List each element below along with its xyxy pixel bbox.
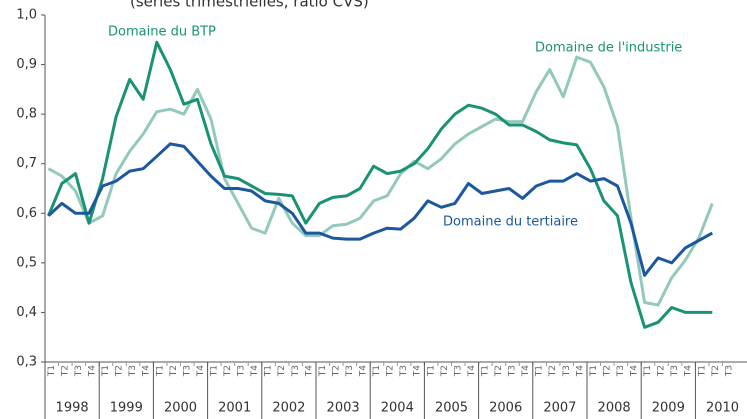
year-label: 2000: [164, 401, 197, 416]
year-label: 2001: [218, 401, 251, 416]
year-label: 1999: [110, 401, 143, 416]
x-tick-label: T1: [480, 365, 490, 377]
x-tick-label: T1: [589, 365, 599, 377]
year-label: 2006: [489, 401, 522, 416]
y-tick-label: 1,0: [16, 8, 37, 23]
series-line: [47, 142, 714, 277]
x-tick-label: T3: [562, 365, 572, 377]
x-tick-label: T3: [453, 365, 463, 377]
x-tick-label: T1: [372, 365, 382, 377]
y-tick-label: 0,6: [16, 206, 37, 221]
y-tick-label: 0,4: [16, 305, 37, 320]
x-tick-label: T2: [440, 365, 450, 377]
x-tick-label: T4: [359, 365, 369, 377]
chart-subtitle: (séries trimestrielles, ratio CVS): [130, 0, 369, 11]
x-tick-label: T3: [399, 365, 409, 377]
year-label: 2002: [272, 401, 305, 416]
series-line: [47, 40, 713, 329]
x-tick-label: T2: [331, 365, 341, 377]
x-tick-label: T3: [291, 365, 301, 377]
y-tick-label: 0,3: [16, 355, 37, 370]
x-tick-label: T1: [155, 365, 165, 377]
year-label: 2004: [381, 401, 414, 416]
y-tick-label: 0,7: [16, 156, 37, 171]
x-tick-label: T2: [115, 365, 125, 377]
x-tick-label: T2: [494, 365, 504, 377]
x-tick-label: T1: [101, 365, 111, 377]
x-tick-label: T4: [575, 365, 585, 377]
year-label: 2005: [435, 401, 468, 416]
x-tick-label: T4: [304, 365, 314, 377]
x-tick-label: T4: [413, 365, 423, 377]
x-tick-label: T3: [237, 365, 247, 377]
series-line: [47, 55, 714, 307]
year-label: 2009: [652, 401, 685, 416]
x-tick-label: T3: [616, 365, 626, 377]
x-tick-label: T4: [630, 365, 640, 377]
x-tick-label: T4: [196, 365, 206, 377]
x-tick-label: T3: [182, 365, 192, 377]
x-tick-label: T1: [643, 365, 653, 377]
x-tick-label: T2: [657, 365, 667, 377]
x-tick-label: T1: [318, 365, 328, 377]
x-tick-label: T2: [548, 365, 558, 377]
x-tick-label: T3: [508, 365, 518, 377]
x-tick-label: T3: [345, 365, 355, 377]
x-tick-label: T1: [535, 365, 545, 377]
x-tick-label: T1: [264, 365, 274, 377]
x-tick-label: T4: [467, 365, 477, 377]
x-tick-label: T1: [426, 365, 436, 377]
x-tick-label: T1: [209, 365, 219, 377]
x-tick-label: T4: [142, 365, 152, 377]
year-label: 2008: [598, 401, 631, 416]
series-label: Domaine du tertiaire: [443, 215, 578, 230]
x-tick-label: T3: [128, 365, 138, 377]
y-tick-label: 0,9: [16, 57, 37, 72]
x-tick-label: T4: [684, 365, 694, 377]
x-tick-label: T4: [250, 365, 260, 377]
x-tick-label: T3: [724, 365, 734, 377]
x-tick-label: T1: [47, 365, 57, 377]
x-tick-label: T2: [386, 365, 396, 377]
x-tick-label: T4: [521, 365, 531, 377]
x-tick-label: T2: [602, 365, 612, 377]
x-tick-label: T2: [711, 365, 721, 377]
y-tick-label: 0,5: [16, 255, 37, 270]
x-tick-label: T1: [697, 365, 707, 377]
x-tick-label: T2: [277, 365, 287, 377]
x-tick-label: T4: [88, 365, 98, 377]
year-label: 2010: [706, 401, 739, 416]
x-tick-label: T2: [223, 365, 233, 377]
year-label: 2003: [327, 401, 360, 416]
series-label: Domaine du BTP: [108, 25, 216, 40]
year-label: 2007: [543, 401, 576, 416]
y-tick-label: 0,8: [16, 107, 37, 122]
series-label: Domaine de l'industrie: [535, 41, 682, 56]
x-tick-label: T2: [169, 365, 179, 377]
x-tick-label: T3: [670, 365, 680, 377]
year-label: 1998: [56, 401, 89, 416]
x-tick-label: T2: [60, 365, 70, 377]
x-tick-label: T3: [74, 365, 84, 377]
